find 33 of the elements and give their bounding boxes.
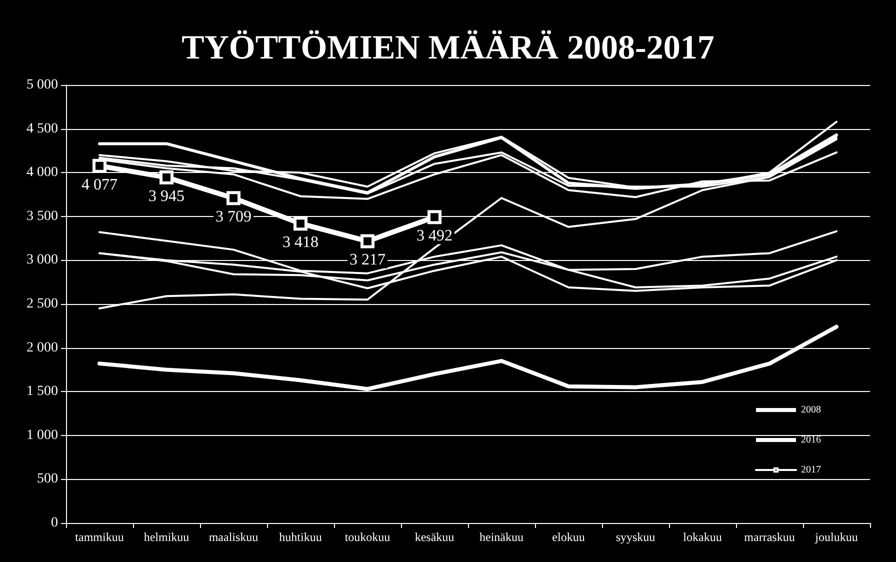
y-tick-label: 2 500 [26, 296, 58, 312]
y-tick-label: 3 000 [26, 252, 58, 268]
data-label: 3 492 [416, 228, 452, 245]
x-tick-label: toukokuu [344, 530, 390, 544]
x-tick-label: tammikuu [75, 530, 124, 544]
x-tick-label: heinäkuu [480, 530, 524, 544]
x-tick-label: maaliskuu [208, 530, 258, 544]
x-tick-label: helmikuu [144, 530, 190, 544]
chart-title: TYÖTTÖMIEN MÄÄRÄ 2008-2017 [182, 30, 714, 66]
x-tick-label: huhtikuu [279, 530, 322, 544]
data-label: 3 709 [216, 208, 252, 226]
y-tick-label: 3 500 [26, 208, 58, 224]
y-tick-label: 1 000 [26, 428, 58, 443]
x-tick-label: joulukuu [814, 530, 858, 544]
x-tick-label: kesäkuu [414, 530, 454, 544]
legend-label: 2016 [801, 434, 821, 446]
data-label: 3 217 [350, 252, 386, 269]
legend-label: 2017 [801, 464, 821, 476]
data-label: 4 077 [82, 176, 118, 194]
y-tick-label: 0 [51, 516, 58, 530]
y-tick-label: 4 000 [26, 165, 58, 180]
x-tick-label: marraskuu [744, 530, 795, 544]
y-tick-label: 500 [37, 472, 58, 487]
y-tick-label: 2 000 [26, 340, 58, 356]
data-label: 3 945 [148, 188, 184, 205]
legend-label: 2008 [801, 404, 821, 416]
y-tick-label: 4 500 [26, 121, 58, 136]
x-tick-label: syyskuu [616, 530, 656, 544]
y-tick-label: 5 000 [26, 78, 58, 92]
x-tick-label: elokuu [552, 530, 585, 544]
x-tick-label: lokakuu [683, 530, 722, 544]
data-label: 3 418 [282, 234, 318, 252]
y-tick-label: 1 500 [26, 384, 58, 400]
